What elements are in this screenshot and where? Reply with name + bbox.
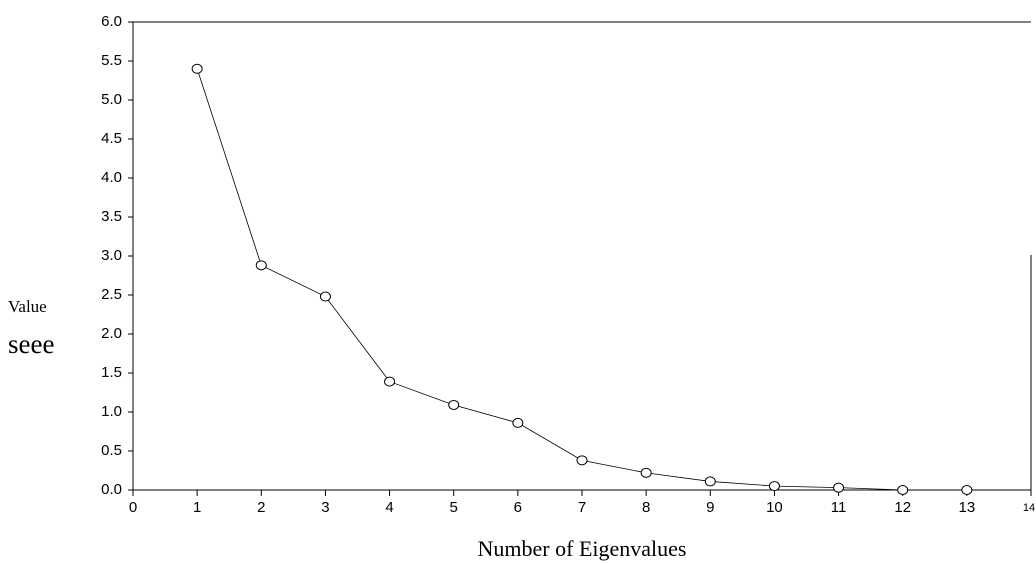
x-tick-label: 11: [831, 499, 847, 516]
x-tick-label: 5: [450, 499, 458, 516]
y-tick-label: 6.0: [101, 13, 122, 30]
x-tick-label: 4: [385, 499, 393, 516]
y-tick-label: 1.0: [101, 403, 122, 420]
y-tick-label: 4.5: [101, 130, 122, 147]
y-tick-label: 5.5: [101, 52, 122, 69]
y-tick-label: 2.0: [101, 325, 122, 342]
x-tick-label: 10: [766, 499, 783, 516]
data-point: [448, 399, 460, 410]
y-tick-label: 5.0: [101, 91, 122, 108]
data-point: [640, 467, 652, 478]
x-tick-label: 2: [257, 499, 265, 516]
data-point: [704, 476, 716, 487]
y-axis-label: Value: [8, 297, 47, 316]
x-tick-label: 0: [129, 499, 137, 516]
data-point: [384, 376, 396, 387]
x-tick-label: 8: [642, 499, 650, 516]
data-point: [961, 485, 973, 495]
data-point: [768, 481, 780, 492]
y-tick-label: 4.0: [101, 169, 122, 186]
x-tick-label: 14: [1023, 502, 1035, 514]
y-tick-label: 3.0: [101, 247, 122, 264]
y-tick-label: 0.0: [101, 481, 122, 498]
x-tick-label: 3: [321, 499, 329, 516]
data-point: [255, 260, 267, 271]
data-line: [196, 68, 967, 491]
y-tick-label: 1.5: [101, 364, 122, 381]
x-tick-label: 12: [894, 499, 911, 516]
data-point: [897, 485, 909, 495]
data-point: [576, 455, 588, 466]
y-tick-label: 0.5: [101, 442, 122, 459]
x-tick-label: 1: [193, 499, 201, 516]
x-tick-label: 7: [578, 499, 586, 516]
data-point: [833, 482, 845, 493]
data-point: [191, 63, 203, 74]
data-point: [512, 417, 524, 428]
y-tick-label: 2.5: [101, 286, 122, 303]
x-tick-label: 9: [706, 499, 714, 516]
x-axis-label: Number of Eigenvalues: [478, 536, 687, 561]
y-axis-note: seee: [8, 329, 54, 359]
x-tick-label: 13: [959, 499, 976, 516]
y-tick-label: 3.5: [101, 208, 122, 225]
data-point: [319, 291, 331, 302]
x-tick-label: 6: [514, 499, 522, 516]
